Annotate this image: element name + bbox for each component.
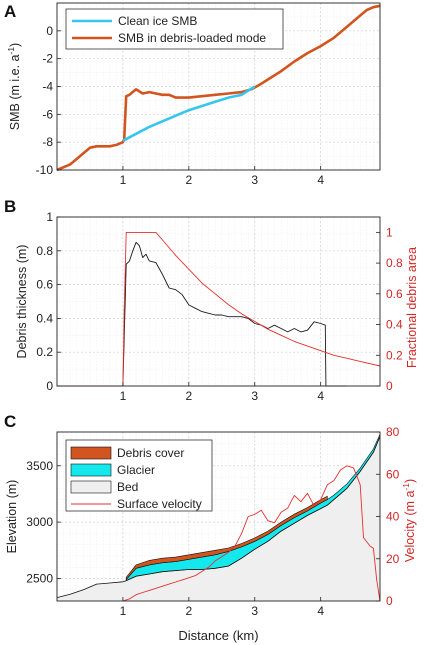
debris-area — [125, 495, 328, 581]
y-tick-label: 0 — [46, 24, 53, 38]
legend-box — [65, 8, 284, 50]
series-line — [56, 4, 381, 172]
x-tick-label: 4 — [317, 604, 324, 618]
legend-entry: Surface velocity — [117, 497, 202, 511]
plot-frame — [56, 216, 381, 387]
y-axis-label: SMB (m i.e. a-1) — [6, 43, 22, 130]
legend-swatch — [70, 463, 112, 477]
panel-a: 0 -2 -4 -6 -8 -10 1 2 3 4 SMB (m i.e. a-1) Clean ic… — [4, 2, 381, 187]
y-right-tick-label: 0.2 — [386, 348, 403, 362]
y-right-tick-label: 1 — [386, 225, 393, 239]
y-right-tick-label: 0.8 — [386, 256, 403, 270]
x-tick-label: 3 — [251, 389, 258, 403]
series-line — [57, 231, 381, 387]
y-tick-label: 0.6 — [36, 278, 53, 292]
panel-b: 0 0.2 0.4 0.6 0.8 1 1 2 3 4 0 0.2 0.4 0.6 0.8 1 Debris t… — [4, 197, 419, 403]
y-right-tick-label: 80 — [386, 425, 400, 439]
x-tick-label: 1 — [120, 604, 127, 618]
y-tick-label: -6 — [42, 107, 53, 121]
bed-area — [57, 436, 380, 601]
panel-label: A — [4, 2, 16, 21]
y-tick-label: 0.8 — [36, 244, 53, 258]
legend-entry: Glacier — [117, 463, 155, 477]
y-right-tick-label: 60 — [386, 467, 400, 481]
y-right-tick-label: 40 — [386, 510, 400, 524]
y-tick-label: 2500 — [26, 571, 53, 585]
legend-entry: Bed — [117, 480, 138, 494]
y-right-axis-label: Fractional debris area — [405, 247, 419, 368]
y-tick-label: -2 — [42, 52, 53, 66]
legend-entry: SMB in debris-loaded mode — [118, 31, 266, 45]
legend-swatch — [70, 480, 112, 494]
x-tick-label: 2 — [185, 604, 192, 618]
x-axis-label: Distance (km) — [178, 628, 258, 643]
y-tick-label: 0 — [46, 379, 53, 393]
x-tick-label: 1 — [120, 389, 127, 403]
legend: Clean ice SMB SMB in debris-loaded mode — [65, 8, 284, 50]
y-right-tick-label: 0 — [386, 379, 393, 393]
bed-line — [56, 436, 381, 598]
y-right-tick-label: 20 — [386, 552, 400, 566]
y-right-axis-label: Velocity (m a-1) — [401, 479, 417, 562]
series-group — [56, 4, 381, 172]
legend-entry: Clean ice SMB — [118, 14, 197, 28]
y-tick-label: 1 — [46, 210, 53, 224]
x-tick-label: 4 — [317, 389, 324, 403]
series-line — [57, 241, 347, 387]
y-right-tick-label: 0.4 — [386, 318, 403, 332]
series-line — [122, 85, 256, 142]
panel-label: B — [4, 197, 16, 216]
y-tick-label: -8 — [42, 135, 53, 149]
x-tick-label: 3 — [251, 173, 258, 187]
legend-swatch — [70, 446, 112, 460]
velocity-line — [122, 465, 381, 602]
y-tick-label: -10 — [36, 163, 54, 177]
y-tick-label: 3000 — [26, 515, 53, 529]
y-axis-label: Debris thickness (m) — [15, 245, 29, 359]
legend-entry: Debris cover — [117, 446, 184, 460]
x-tick-label: 3 — [251, 604, 258, 618]
y-tick-label: 0.4 — [36, 311, 53, 325]
grid — [57, 216, 380, 387]
series-group — [57, 231, 381, 387]
x-tick-label: 4 — [317, 173, 324, 187]
y-tick-label: 3500 — [26, 459, 53, 473]
panel-label: C — [4, 412, 16, 431]
y-tick-label: 0.2 — [36, 345, 53, 359]
y-right-tick-label: 0 — [386, 594, 393, 608]
x-tick-label: 1 — [120, 173, 127, 187]
y-axis-label: Elevation (m) — [5, 480, 19, 554]
legend: Debris cover Glacier Bed Surface velocity — [65, 439, 213, 512]
y-tick-label: -4 — [42, 80, 53, 94]
x-tick-label: 2 — [185, 173, 192, 187]
x-tick-label: 2 — [185, 389, 192, 403]
y-right-tick-label: 0.6 — [386, 287, 403, 301]
